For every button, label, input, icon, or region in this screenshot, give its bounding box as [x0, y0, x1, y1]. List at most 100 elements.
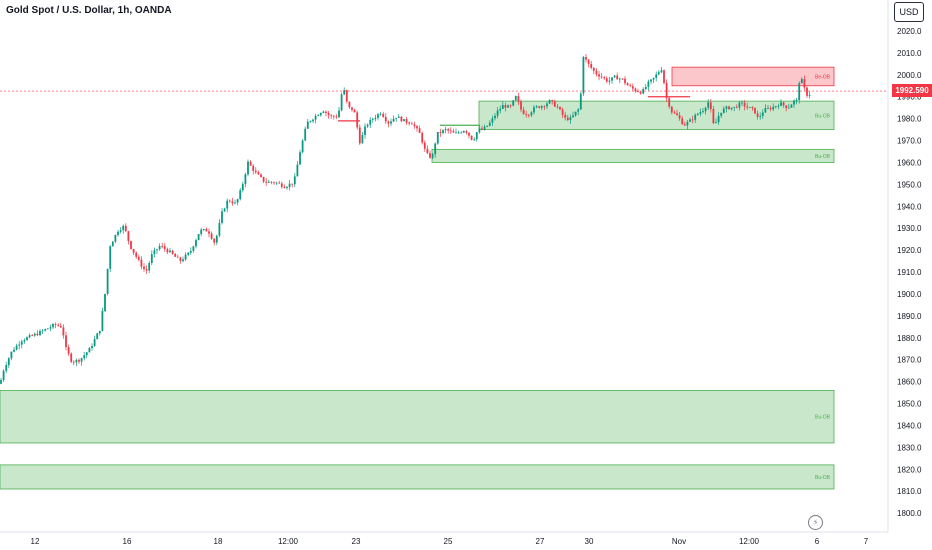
candle-body — [335, 116, 338, 118]
candle-body — [221, 211, 223, 223]
candle-body — [579, 93, 582, 110]
candle-body — [267, 181, 270, 183]
currency-button[interactable]: USD — [894, 2, 924, 22]
candle-body — [158, 245, 161, 250]
candle-body — [657, 72, 660, 75]
candle-body — [416, 126, 418, 129]
candle-body — [595, 70, 598, 75]
y-tick-label: 1800.0 — [897, 509, 922, 518]
y-tick-label: 1960.0 — [897, 158, 922, 167]
lightning-icon[interactable]: ⚡ — [808, 515, 823, 530]
candle-body — [59, 325, 62, 328]
candle-body — [384, 116, 387, 122]
candle-body — [608, 80, 611, 82]
candle-body — [704, 107, 707, 112]
candle-body — [83, 355, 86, 359]
candle-body — [208, 231, 210, 234]
candle-body — [169, 250, 171, 253]
candle-body — [717, 115, 720, 123]
candle-body — [278, 182, 281, 184]
candle-body — [252, 165, 255, 171]
candle-body — [683, 124, 686, 126]
candle-body — [803, 79, 806, 88]
y-tick-label: 2010.0 — [897, 49, 922, 58]
candle-body — [18, 344, 21, 346]
candle-body — [470, 135, 473, 140]
candle-body — [317, 115, 320, 117]
candle-body — [730, 107, 733, 110]
candle-body — [379, 113, 382, 115]
y-tick-label: 1850.0 — [897, 400, 922, 409]
zone-label: Bu-OB — [815, 154, 831, 160]
candle-body — [488, 122, 491, 126]
candle-body — [306, 121, 309, 129]
candle-body — [135, 252, 138, 257]
candle-body — [312, 119, 314, 122]
candle-body — [78, 359, 80, 362]
candle-body — [361, 135, 364, 144]
candle-body — [629, 85, 632, 87]
candle-body — [75, 359, 78, 363]
candle-body — [57, 324, 60, 326]
candle-body — [111, 241, 114, 247]
order-block-zones: Be-OB Bu-OB Bu-OB Bu-OB Bu-OB — [0, 66, 835, 490]
candle-body — [449, 130, 452, 132]
candle-body — [774, 106, 777, 107]
candle-body — [572, 115, 574, 118]
candle-body — [403, 119, 405, 122]
candle-body — [343, 90, 346, 95]
candle-body — [182, 259, 184, 262]
x-tick-label: 23 — [352, 537, 361, 546]
candle-body — [413, 124, 416, 127]
x-tick-label: 12 — [31, 537, 40, 546]
candle-body — [244, 174, 247, 184]
candle-body — [587, 59, 590, 64]
candle-body — [566, 117, 569, 121]
demand-zone — [0, 464, 835, 490]
candle-body — [712, 109, 715, 124]
y-tick-label: 1970.0 — [897, 137, 922, 146]
candle-body — [452, 131, 455, 133]
candle-body — [96, 333, 99, 340]
candle-body — [301, 140, 304, 153]
candle-body — [507, 105, 509, 108]
candle-body — [475, 132, 478, 140]
candle-body — [371, 119, 374, 120]
candle-body — [577, 109, 580, 112]
candle-body — [559, 106, 561, 110]
candle-body — [382, 113, 385, 117]
candle-body — [530, 112, 533, 116]
candle-body — [309, 121, 312, 122]
zone-label: Bu-OB — [815, 415, 831, 421]
candle-body — [262, 176, 265, 182]
candle-body — [483, 126, 486, 130]
candle-body — [644, 86, 647, 89]
candle-body — [254, 170, 257, 173]
candle-body — [626, 83, 629, 86]
candle-body — [694, 114, 697, 120]
candle-body — [769, 107, 772, 110]
candle-body — [540, 106, 543, 108]
candle-body — [748, 107, 751, 108]
candle-body — [80, 358, 83, 362]
candle-body — [377, 114, 379, 118]
x-tick-label: 30 — [585, 537, 594, 546]
last-price-label: 1992.590 — [892, 84, 932, 97]
y-tick-label: 1930.0 — [897, 224, 922, 233]
candle-body — [2, 370, 5, 380]
candle-body — [143, 266, 145, 270]
candle-body — [423, 142, 426, 149]
x-tick-label: 25 — [444, 537, 453, 546]
candle-body — [119, 230, 122, 232]
candle-body — [538, 106, 541, 108]
candle-body — [462, 131, 465, 133]
candle-body — [741, 102, 743, 104]
candle-body — [504, 105, 507, 108]
candle-body — [468, 132, 470, 136]
candle-body — [15, 345, 18, 350]
candle-body — [36, 333, 39, 336]
candle-body — [642, 88, 645, 94]
x-tick-label: 18 — [214, 537, 223, 546]
candle-body — [509, 105, 512, 107]
